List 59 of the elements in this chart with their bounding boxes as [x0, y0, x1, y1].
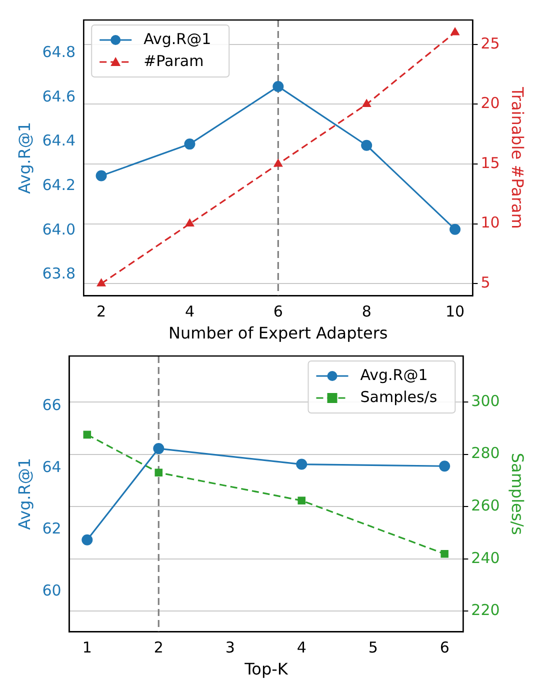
legend-label: Samples/s: [360, 388, 438, 406]
y-tick-label: 64.4: [42, 132, 76, 150]
y-tick-label: 64.6: [42, 87, 76, 106]
y-axis-title: Avg.R@1: [14, 122, 34, 194]
x-tick-label: 4: [184, 302, 194, 321]
x-tick-label: 4: [296, 638, 306, 657]
point: [450, 26, 460, 36]
y2-tick-label: 15: [480, 154, 500, 172]
point: [82, 534, 93, 546]
point: [184, 218, 194, 227]
point: [96, 170, 107, 182]
y2-tick-label: 240: [471, 548, 500, 567]
point: [296, 458, 308, 470]
point: [96, 278, 106, 286]
y-tick-label: 64.0: [42, 220, 76, 238]
x-tick-label: 6: [273, 302, 283, 321]
x-tick-label: 5: [368, 638, 378, 657]
point: [83, 430, 92, 439]
y2-tick-label: 280: [471, 444, 500, 462]
y-tick-label: 64.8: [42, 43, 76, 62]
y-tick-label: 66: [42, 396, 62, 414]
point: [439, 460, 450, 472]
y-tick-label: 63.8: [42, 264, 76, 283]
point: [184, 138, 196, 150]
y2-tick-label: 5: [480, 273, 490, 292]
y2-tick-label: 220: [471, 601, 500, 620]
y-axis-title: Avg.R@1: [14, 458, 34, 530]
legend-label: Avg.R@1: [360, 366, 428, 384]
y2-tick-label: 25: [480, 34, 500, 52]
x-axis-title: Number of Expert Adapters: [168, 324, 388, 343]
point: [440, 550, 448, 558]
legend-label: Avg.R@1: [144, 30, 212, 48]
point: [153, 443, 164, 454]
legend-label: #Param: [144, 52, 204, 70]
y-tick-label: 62: [42, 520, 62, 538]
x-tick-label: 2: [154, 638, 164, 657]
y2-axis-title: Samples/s: [508, 452, 528, 535]
y2-tick-label: 10: [480, 214, 500, 232]
x-tick-label: 6: [440, 638, 450, 657]
point: [273, 158, 283, 167]
point: [272, 80, 284, 92]
x-tick-label: 10: [445, 302, 465, 321]
point: [154, 468, 163, 476]
y2-tick-label: 260: [471, 496, 500, 514]
y2-axis-title: Trainable #Param: [508, 86, 528, 229]
point: [450, 224, 461, 235]
x-axis-title: Top-K: [244, 660, 288, 679]
x-tick-label: 1: [82, 638, 92, 657]
x-tick-label: 2: [96, 302, 106, 321]
x-tick-label: 3: [225, 638, 235, 657]
point: [298, 496, 306, 504]
x-tick-label: 8: [362, 302, 372, 321]
y-tick-label: 64: [42, 458, 62, 476]
y-tick-label: 64.2: [42, 176, 76, 194]
y2-tick-label: 300: [471, 392, 500, 410]
point: [361, 140, 372, 151]
y-tick-label: 60: [42, 581, 62, 600]
point: [362, 98, 372, 107]
y2-tick-label: 20: [480, 94, 500, 112]
